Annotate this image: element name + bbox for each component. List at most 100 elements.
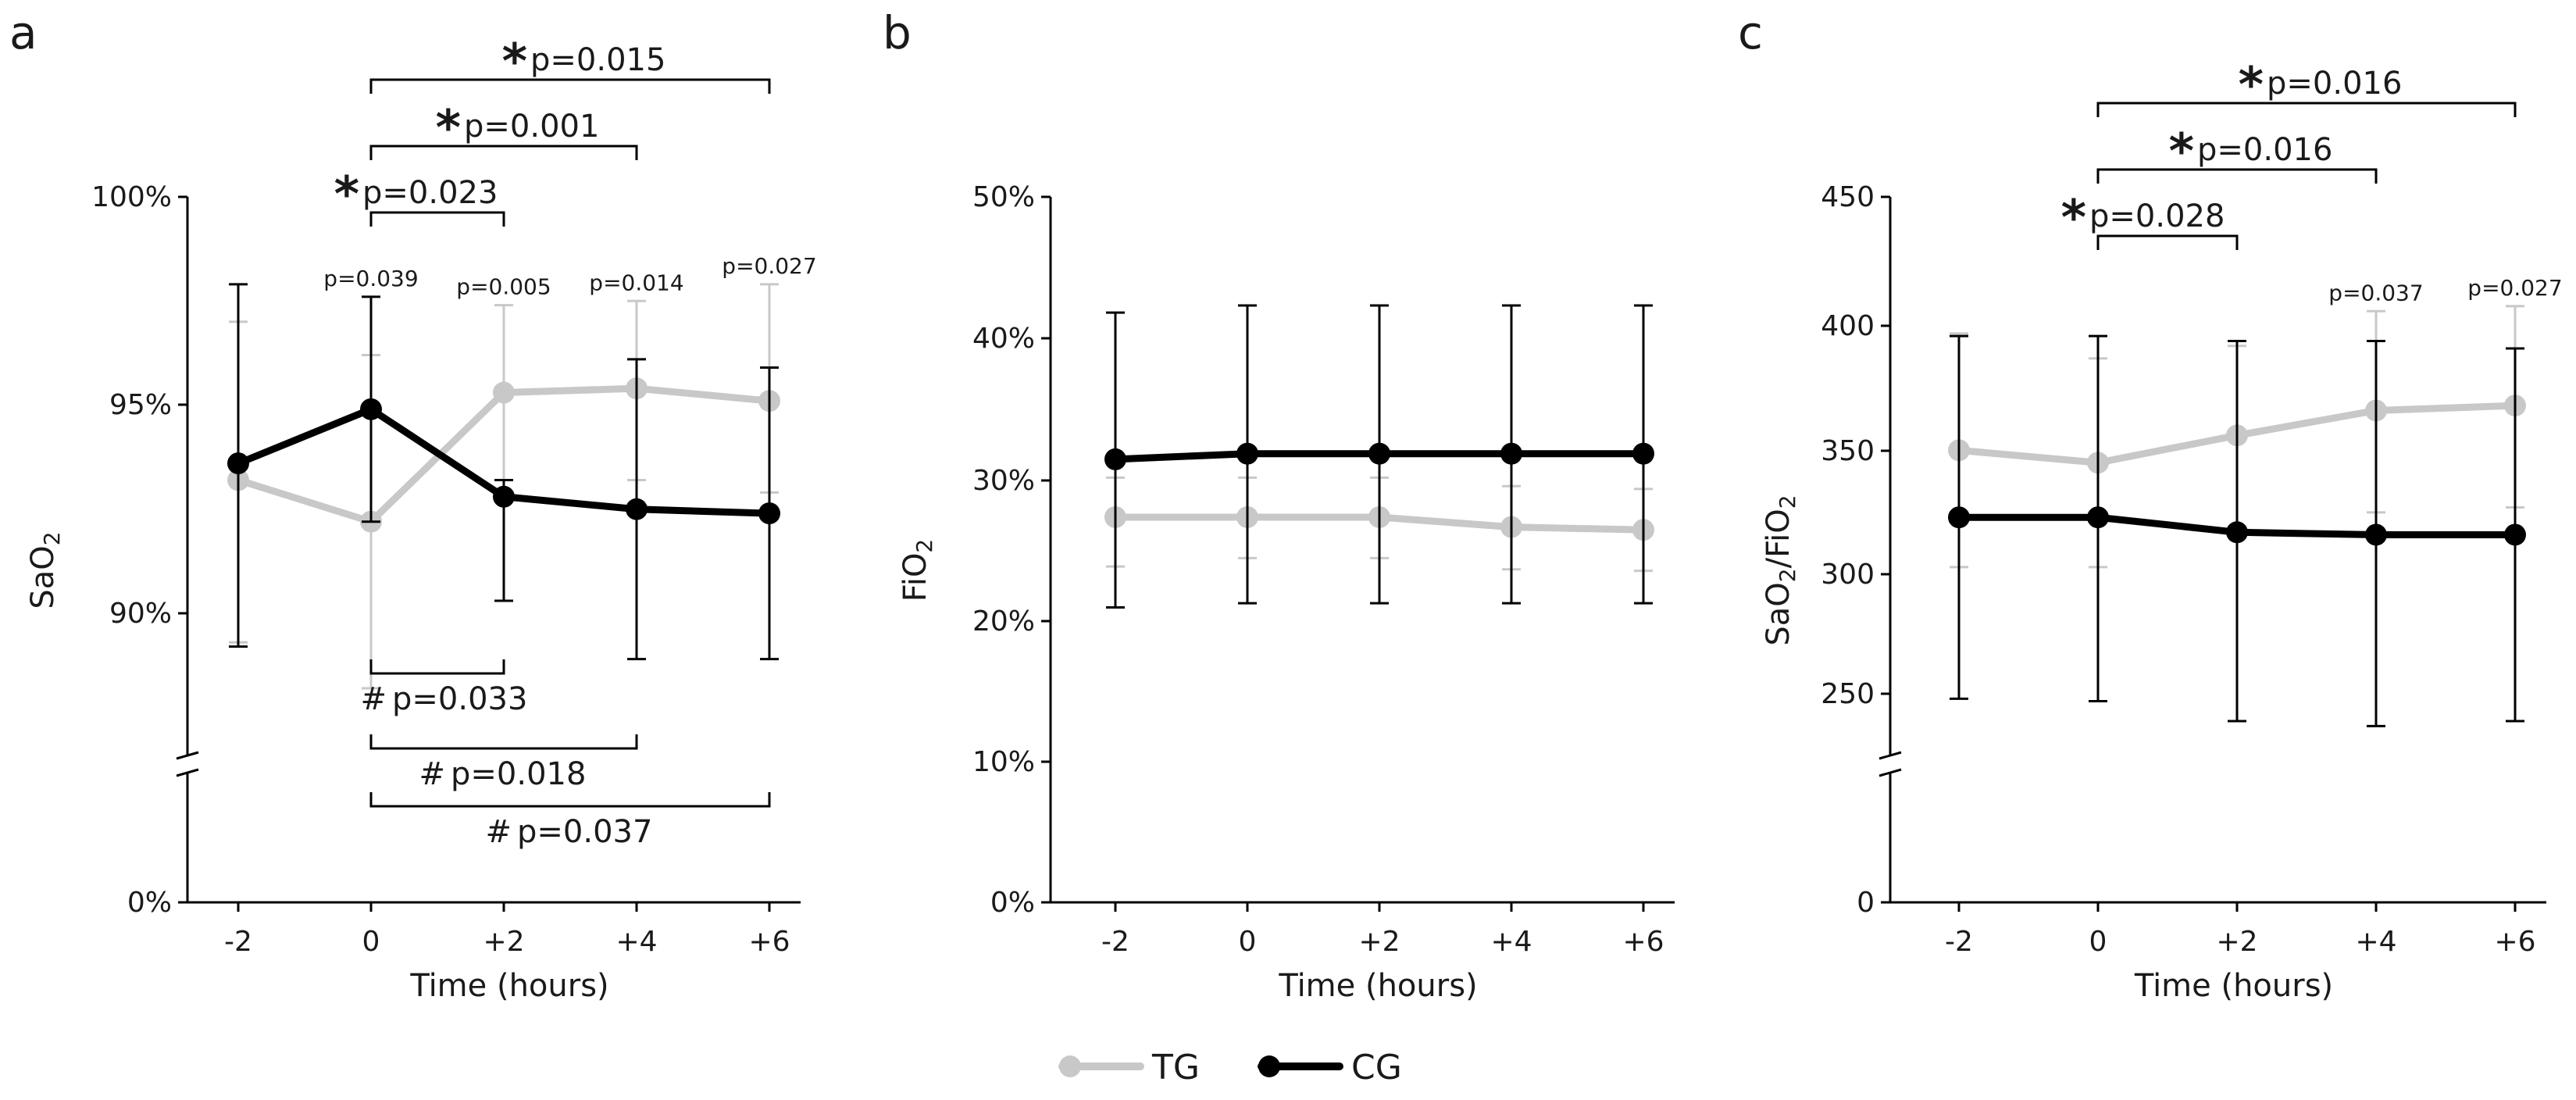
bracket-label: p=0.016 bbox=[2267, 66, 2402, 102]
x-tick-label: +2 bbox=[2216, 926, 2257, 958]
bracket-label: p=0.001 bbox=[464, 109, 599, 145]
x-tick-label: -2 bbox=[224, 926, 252, 958]
bracket-line bbox=[369, 734, 638, 750]
hash-mark: # bbox=[485, 814, 512, 850]
y-tick-label: 100% bbox=[91, 181, 172, 213]
x-tick-label: 0 bbox=[2089, 926, 2107, 958]
panel-letter: c bbox=[1738, 6, 1763, 59]
asterisk-mark: * bbox=[334, 166, 359, 223]
data-point-TG bbox=[493, 381, 515, 404]
data-point-CG bbox=[1948, 506, 1970, 529]
x-tick-label: +6 bbox=[748, 926, 790, 958]
series-CG bbox=[1104, 304, 1654, 609]
x-tick-label: +2 bbox=[483, 926, 524, 958]
bracket-line bbox=[369, 792, 771, 808]
significance-bracket: * p=0.015 bbox=[369, 33, 771, 94]
legend-label: TG bbox=[1151, 1048, 1200, 1088]
data-point-CG bbox=[1500, 442, 1522, 465]
x-axis-label: Time (hours) bbox=[2134, 968, 2333, 1004]
p-value-label: p=0.014 bbox=[589, 270, 683, 295]
bracket-line bbox=[2096, 168, 2378, 184]
bracket-line bbox=[2096, 234, 2239, 250]
x-tick-label: 0 bbox=[1239, 926, 1257, 958]
panel-letter: b bbox=[883, 6, 912, 59]
x-tick-label: 0 bbox=[362, 926, 380, 958]
y-tick-label: 90% bbox=[109, 598, 172, 630]
x-tick-label: +6 bbox=[2494, 926, 2535, 958]
data-point-CG bbox=[626, 498, 648, 520]
bracket-label: p=0.015 bbox=[530, 42, 665, 78]
p-value-label: p=0.027 bbox=[722, 253, 816, 279]
x-axis-label: Time (hours) bbox=[409, 968, 608, 1004]
y-tick-label: 450 bbox=[1821, 181, 1875, 213]
x-tick-label: +4 bbox=[615, 926, 657, 958]
data-point-CG bbox=[2087, 506, 2109, 529]
legend-item-TG: TG bbox=[1058, 1048, 1200, 1088]
p-value-label: p=0.005 bbox=[456, 274, 551, 300]
bracket-line bbox=[369, 145, 638, 160]
y-tick-label: 0% bbox=[990, 887, 1035, 919]
panel-c: c 0 250 300 350 400 450 -2 0 +2 +4 +6 Time (hours) Sa… bbox=[1738, 6, 2563, 1004]
x-tick-label: +4 bbox=[1490, 926, 1532, 958]
data-point-CG bbox=[493, 485, 515, 508]
data-point-CG bbox=[227, 452, 249, 475]
legend: TG CG bbox=[1058, 1048, 1402, 1088]
y-tick-label: 40% bbox=[972, 323, 1035, 355]
bracket-label: p=0.037 bbox=[517, 814, 652, 850]
axis-break-mark bbox=[176, 768, 199, 777]
data-point-CG bbox=[758, 502, 780, 525]
panel-b: b 0% 10% 20% 30% 40% 50% -2 0 +2 +4 +6 Time (hours) F… bbox=[883, 6, 1675, 1004]
y-tick-label: 50% bbox=[972, 181, 1035, 213]
y-tick-label: 10% bbox=[972, 746, 1035, 778]
legend-label: CG bbox=[1351, 1048, 1402, 1088]
asterisk-mark: * bbox=[2169, 123, 2194, 180]
data-point-CG bbox=[1236, 442, 1258, 465]
axis-break-mark bbox=[1878, 768, 1902, 777]
y-tick-label: 350 bbox=[1821, 435, 1875, 467]
y-tick-label: 400 bbox=[1821, 310, 1875, 342]
bracket-line bbox=[369, 78, 771, 94]
bracket-line bbox=[2096, 102, 2517, 117]
series-CG bbox=[227, 283, 780, 661]
axis-break-mark bbox=[176, 751, 199, 760]
bracket-label: p=0.033 bbox=[392, 681, 527, 717]
x-tick-label: +6 bbox=[1622, 926, 1664, 958]
x-tick-label: -2 bbox=[1945, 926, 1973, 958]
asterisk-mark: * bbox=[2239, 56, 2264, 113]
bracket-label: p=0.016 bbox=[2197, 132, 2332, 168]
legend-swatch-marker bbox=[1258, 1055, 1280, 1077]
y-tick-label: 20% bbox=[972, 605, 1035, 638]
significance-bracket: * p=0.001 bbox=[369, 99, 638, 160]
legend-item-CG: CG bbox=[1258, 1048, 1402, 1088]
data-point-CG bbox=[1104, 448, 1126, 470]
p-value-label: p=0.037 bbox=[2328, 280, 2423, 305]
y-axis-label: FiO2​ bbox=[897, 539, 937, 602]
x-axis-label: Time (hours) bbox=[1278, 968, 1477, 1004]
asterisk-mark: * bbox=[436, 99, 461, 156]
axis-break-mark bbox=[1878, 751, 1902, 760]
significance-bracket: * p=0.016 bbox=[2096, 123, 2378, 184]
bracket-label: p=0.023 bbox=[362, 175, 498, 211]
data-point-CG bbox=[1632, 442, 1654, 465]
bracket-line bbox=[369, 211, 505, 227]
x-tick-label: +2 bbox=[1358, 926, 1400, 958]
significance-bracket: * p=0.023 bbox=[334, 166, 505, 227]
bracket-label: p=0.028 bbox=[2089, 198, 2225, 234]
data-point-CG bbox=[2504, 523, 2526, 546]
significance-bracket: * p=0.028 bbox=[2061, 189, 2239, 250]
data-point-CG bbox=[1368, 442, 1390, 465]
bracket-line bbox=[369, 659, 505, 675]
y-tick-label: 0% bbox=[127, 887, 172, 919]
bracket-label: p=0.018 bbox=[451, 756, 586, 792]
y-tick-label: 250 bbox=[1821, 678, 1875, 710]
x-tick-label: +4 bbox=[2355, 926, 2396, 958]
significance-bracket-bottom: # p=0.037 bbox=[369, 792, 771, 850]
hash-mark: # bbox=[419, 756, 445, 792]
y-tick-label: 30% bbox=[972, 465, 1035, 497]
p-value-label: p=0.027 bbox=[2467, 275, 2562, 301]
y-axis-label: SaO2​/FiO2​ bbox=[1761, 495, 1800, 645]
panel-a: a 0% 90% 95% 100% -2 0 +2 +4 +6 Time (hours) SaO2​ p… bbox=[9, 6, 817, 1004]
series-CG bbox=[1948, 334, 2526, 727]
y-tick-label: 300 bbox=[1821, 559, 1875, 591]
